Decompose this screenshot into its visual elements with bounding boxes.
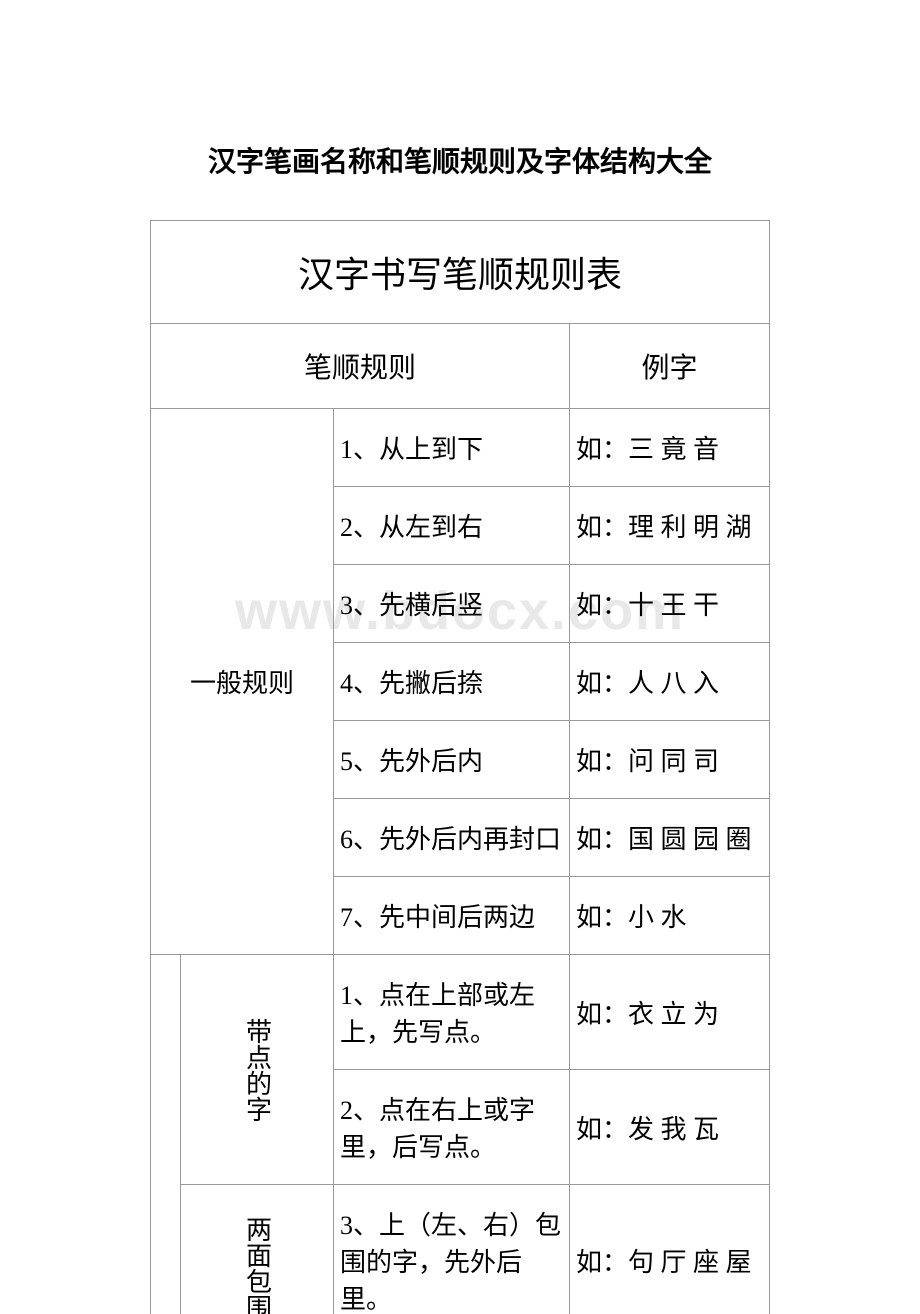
category-general: 一般规则 <box>151 409 334 955</box>
rule-cell: 3、先横后竖 <box>334 565 570 643</box>
example-cell: 如：衣 立 为 <box>570 955 770 1070</box>
rule-cell: 1、点在上部或左上，先写点。 <box>334 955 570 1070</box>
example-cell: 如：发 我 瓦 <box>570 1070 770 1185</box>
table-row: 带点的字 1、点在上部或左上，先写点。 如：衣 立 为 <box>151 955 770 1070</box>
table-title-cell: 汉字书写笔顺规则表 <box>151 221 770 324</box>
rule-cell: 1、从上到下 <box>334 409 570 487</box>
subcategory-dot: 带点的字 <box>181 955 334 1185</box>
rule-cell: 2、点在右上或字里，后写点。 <box>334 1070 570 1185</box>
table-title-row: 汉字书写笔顺规则表 <box>151 221 770 324</box>
header-example: 例字 <box>570 324 770 409</box>
document-page: 汉字笔画名称和笔顺规则及字体结构大全 汉字书写笔顺规则表 笔顺规则 例字 一般规… <box>0 0 920 1314</box>
rule-cell: 2、从左到右 <box>334 487 570 565</box>
rule-cell: 7、先中间后两边 <box>334 877 570 955</box>
example-cell: 如：国 圆 园 圈 <box>570 799 770 877</box>
example-cell: 如：人 八 入 <box>570 643 770 721</box>
rule-cell: 3、上（左、右）包围的字，先外后里。 <box>334 1185 570 1314</box>
stroke-order-table: 汉字书写笔顺规则表 笔顺规则 例字 一般规则 1、从上到下 如：三 竟 音 2、… <box>150 220 770 1314</box>
rule-cell: 6、先外后内再封口 <box>334 799 570 877</box>
category-supplement <box>151 955 181 1314</box>
rule-cell: 4、先撇后捺 <box>334 643 570 721</box>
example-cell: 如：小 水 <box>570 877 770 955</box>
subcategory-enclose: 两面包围 <box>181 1185 334 1314</box>
example-cell: 如：句 厅 座 屋 <box>570 1185 770 1314</box>
example-cell: 如：问 同 司 <box>570 721 770 799</box>
example-cell: 如：理 利 明 湖 <box>570 487 770 565</box>
table-row: 两面包围 3、上（左、右）包围的字，先外后里。 如：句 厅 座 屋 <box>151 1185 770 1314</box>
header-rule: 笔顺规则 <box>151 324 570 409</box>
page-title: 汉字笔画名称和笔顺规则及字体结构大全 <box>150 140 770 180</box>
table-row: 一般规则 1、从上到下 如：三 竟 音 <box>151 409 770 487</box>
example-cell: 如：三 竟 音 <box>570 409 770 487</box>
example-cell: 如：十 王 干 <box>570 565 770 643</box>
table-header-row: 笔顺规则 例字 <box>151 324 770 409</box>
rule-cell: 5、先外后内 <box>334 721 570 799</box>
